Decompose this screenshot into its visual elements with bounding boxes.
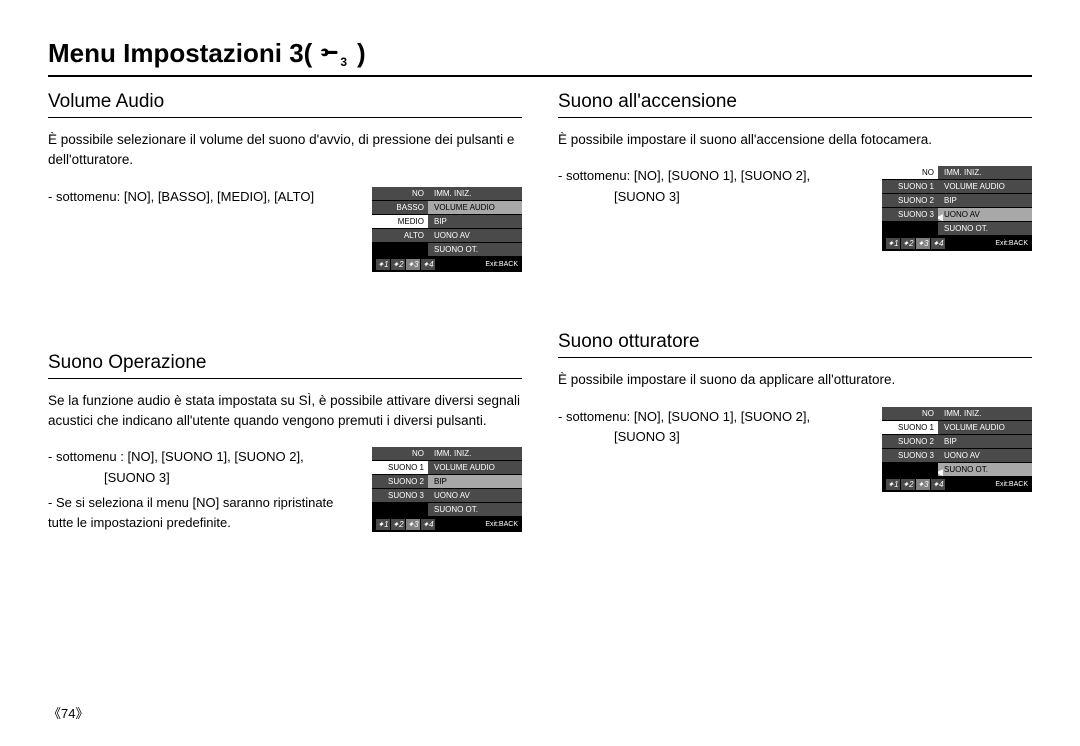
menu-footer: ✦1✦2✦3✦4 Exit:BACK (372, 517, 522, 532)
menu-right-item: UONO AV (428, 489, 522, 503)
footer-tab-icon: ✦1 (886, 238, 900, 249)
menu-right-item: UONO AV (428, 229, 522, 243)
menu-left-item: SUONO 1 (372, 461, 428, 475)
footer-tab-icon: ✦2 (901, 479, 915, 490)
footer-tab-icon: ✦2 (391, 519, 405, 530)
submenu-text: - sottomenu: [NO], [SUONO 1], [SUONO 2],… (558, 407, 810, 449)
menu-widget-otturatore: NOSUONO 1SUONO 2SUONO 3 IMM. INIZ.VOLUME … (882, 407, 1032, 492)
menu-right-item: ◀UONO AV (938, 208, 1032, 222)
menu-left-item: SUONO 3 (882, 208, 938, 222)
menu-left-item: MEDIO (372, 215, 428, 229)
menu-left-item: NO (882, 407, 938, 421)
section-body: È possibile impostare il suono all'accen… (558, 130, 1032, 150)
page-title: Menu Impostazioni 3( 3 ) (48, 38, 1032, 77)
menu-left-item: BASSO (372, 201, 428, 215)
menu-widget-operazione: NOSUONO 1SUONO 2SUONO 3 IMM. INIZ.VOLUME … (372, 447, 522, 532)
section-body: È possibile impostare il suono da applic… (558, 370, 1032, 390)
page-number: 《74》 (48, 703, 88, 722)
section-suono-operazione: Suono Operazione Se la funzione audio è … (48, 352, 522, 533)
section-title: Suono Operazione (48, 352, 522, 379)
menu-left-item: SUONO 1 (882, 180, 938, 194)
menu-right-item: SUONO OT. (428, 503, 522, 517)
menu-left-item: NO (372, 447, 428, 461)
footer-tab-icon: ✦3 (916, 479, 930, 490)
footer-tab-icon: ✦3 (406, 519, 420, 530)
section-body: Se la funzione audio è stata impostata s… (48, 391, 522, 432)
menu-footer: ✦1✦2✦3✦4 Exit:BACK (882, 477, 1032, 492)
menu-right-item: BIP (428, 215, 522, 229)
menu-right-item: IMM. INIZ. (938, 407, 1032, 421)
menu-left-item (372, 503, 428, 517)
menu-right-item: VOLUME AUDIO (428, 201, 522, 215)
menu-left-item: SUONO 2 (372, 475, 428, 489)
footer-tab-icon: ✦2 (391, 259, 405, 270)
menu-right-item: IMM. INIZ. (938, 166, 1032, 180)
menu-left-item: SUONO 3 (372, 489, 428, 503)
menu-right-item: ◀SUONO OT. (938, 463, 1032, 477)
exit-label: Exit:BACK (485, 521, 518, 528)
left-column: Volume Audio È possibile selezionare il … (48, 91, 522, 613)
footer-tab-icon: ✦1 (376, 519, 390, 530)
menu-left-item: ALTO (372, 229, 428, 243)
exit-label: Exit:BACK (485, 261, 518, 268)
menu-right-item: VOLUME AUDIO (938, 180, 1032, 194)
menu-footer: ✦1✦2✦3✦4 Exit:BACK (372, 257, 522, 272)
footer-tab-icon: ✦1 (376, 259, 390, 270)
menu-left-item (882, 222, 938, 236)
menu-footer: ✦1✦2✦3✦4 Exit:BACK (882, 236, 1032, 251)
menu-right-item: BIP (938, 435, 1032, 449)
footer-tab-icon: ✦4 (421, 519, 435, 530)
menu-left-item: NO (372, 187, 428, 201)
menu-left-item: NO (882, 166, 938, 180)
submenu-row: - sottomenu : [NO], [SUONO 1], [SUONO 2]… (48, 447, 522, 533)
menu-right-item: IMM. INIZ. (428, 187, 522, 201)
menu-left-item: SUONO 2 (882, 194, 938, 208)
section-suono-accensione: Suono all'accensione È possibile imposta… (558, 91, 1032, 251)
footer-tab-icon: ✦4 (931, 479, 945, 490)
section-volume-audio: Volume Audio È possibile selezionare il … (48, 91, 522, 272)
footer-tab-icon: ✦3 (916, 238, 930, 249)
submenu-row: - sottomenu: [NO], [SUONO 1], [SUONO 2],… (558, 407, 1032, 492)
menu-left-item (882, 463, 938, 477)
title-prefix: Menu Impostazioni 3( (48, 38, 312, 69)
menu-right-item: VOLUME AUDIO (938, 421, 1032, 435)
menu-right-item: BIP (938, 194, 1032, 208)
submenu-text-block: - sottomenu : [NO], [SUONO 1], [SUONO 2]… (48, 447, 360, 533)
submenu-text: - sottomenu: [NO], [SUONO 1], [SUONO 2],… (558, 166, 810, 208)
note-text: - Se si seleziona il menu [NO] saranno r… (48, 493, 360, 533)
submenu-row: - sottomenu: [NO], [BASSO], [MEDIO], [AL… (48, 187, 522, 272)
footer-tab-icon: ✦2 (901, 238, 915, 249)
submenu-row: - sottomenu: [NO], [SUONO 1], [SUONO 2],… (558, 166, 1032, 251)
menu-left-item (372, 243, 428, 257)
footer-tab-icon: ✦4 (421, 259, 435, 270)
title-suffix: ) (357, 38, 366, 69)
menu-widget-volume: NOBASSOMEDIOALTO IMM. INIZ.VOLUME AUDIOBI… (372, 187, 522, 272)
submenu-text: - sottomenu : [NO], [SUONO 1], [SUONO 2]… (48, 447, 360, 489)
section-suono-otturatore: Suono otturatore È possibile impostare i… (558, 331, 1032, 491)
menu-right-item: IMM. INIZ. (428, 447, 522, 461)
section-title: Suono all'accensione (558, 91, 1032, 118)
menu-right-item: SUONO OT. (938, 222, 1032, 236)
section-title: Volume Audio (48, 91, 522, 118)
menu-left-item: SUONO 3 (882, 449, 938, 463)
section-body: È possibile selezionare il volume del su… (48, 130, 522, 171)
menu-left-item: SUONO 2 (882, 435, 938, 449)
menu-widget-accensione: NOSUONO 1SUONO 2SUONO 3 IMM. INIZ.VOLUME … (882, 166, 1032, 251)
menu-right-item: SUONO OT. (428, 243, 522, 257)
content-columns: Volume Audio È possibile selezionare il … (48, 91, 1032, 613)
right-column: Suono all'accensione È possibile imposta… (558, 91, 1032, 613)
submenu-text: - sottomenu: [NO], [BASSO], [MEDIO], [AL… (48, 187, 314, 208)
menu-left-item: SUONO 1 (882, 421, 938, 435)
footer-tab-icon: ✦4 (931, 238, 945, 249)
menu-right-item: VOLUME AUDIO (428, 461, 522, 475)
exit-label: Exit:BACK (995, 240, 1028, 247)
footer-tab-icon: ✦3 (406, 259, 420, 270)
menu-right-item: UONO AV (938, 449, 1032, 463)
wrench-subscript: 3 (340, 55, 347, 69)
wrench-icon (313, 38, 344, 69)
menu-right-item: BIP (428, 475, 522, 489)
section-title: Suono otturatore (558, 331, 1032, 358)
exit-label: Exit:BACK (995, 481, 1028, 488)
footer-tab-icon: ✦1 (886, 479, 900, 490)
